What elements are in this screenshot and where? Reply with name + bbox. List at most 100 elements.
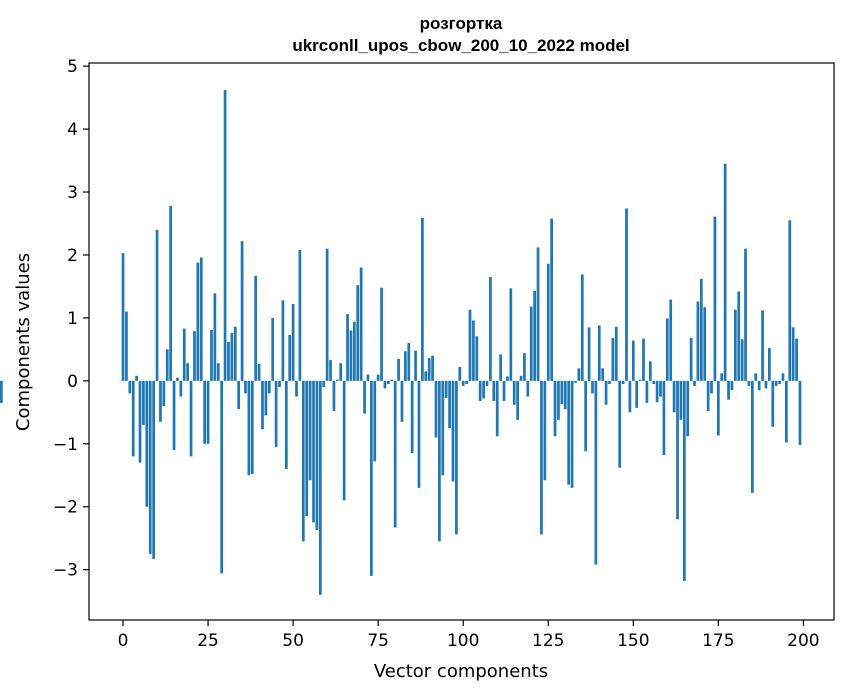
bar-48 xyxy=(284,380,288,469)
bar-116 xyxy=(516,380,519,420)
bar-6 xyxy=(142,380,145,425)
bar-29 xyxy=(220,380,224,574)
bar-138 xyxy=(591,380,594,394)
bar-164 xyxy=(679,380,683,420)
bar-157 xyxy=(655,380,659,403)
bar-156 xyxy=(652,380,656,384)
bar-177 xyxy=(723,163,727,381)
bar-145 xyxy=(614,326,618,381)
bar-150 xyxy=(631,340,635,381)
bar-147 xyxy=(621,380,625,384)
chart-title: розгортка xyxy=(420,14,503,33)
bar-124 xyxy=(543,380,547,481)
bar-70 xyxy=(359,267,363,381)
bar-136 xyxy=(584,380,588,452)
bar-111 xyxy=(499,354,502,381)
bar-82 xyxy=(400,380,404,422)
y-tick-label: 0 xyxy=(67,372,78,392)
bar-3 xyxy=(131,380,135,457)
bar-127 xyxy=(553,380,557,437)
bar-65 xyxy=(342,380,346,501)
bar-10 xyxy=(155,229,159,381)
bar-4 xyxy=(135,375,138,381)
bar-195 xyxy=(785,380,788,443)
bar-170 xyxy=(699,278,703,381)
bar-118 xyxy=(523,353,526,381)
y-tick-label: −2 xyxy=(53,498,78,518)
x-axis-ticks: 0 25 50 75 100 125 150 175 200 xyxy=(118,620,820,651)
bar-182 xyxy=(740,339,744,381)
bar-14 xyxy=(169,205,172,381)
bar-54 xyxy=(305,380,309,517)
bar-189 xyxy=(764,380,768,389)
bar-117 xyxy=(519,375,523,381)
bar-121 xyxy=(533,290,536,381)
y-tick-label: 3 xyxy=(67,183,78,203)
bar-146 xyxy=(618,380,622,468)
bar-7 xyxy=(145,380,149,507)
bar-88 xyxy=(421,217,424,381)
bar-97 xyxy=(451,380,455,482)
bar-103 xyxy=(472,320,475,381)
bar-84 xyxy=(407,343,411,381)
bar-15 xyxy=(172,380,176,451)
y-axis-ticks: −3 −2 −1 0 1 2 3 4 5 xyxy=(53,57,89,581)
bar-58 xyxy=(318,380,322,595)
bar-172 xyxy=(706,380,710,412)
bar-23 xyxy=(199,257,203,381)
bar-92 xyxy=(434,380,438,438)
bar-104 xyxy=(475,336,479,381)
bar-185 xyxy=(751,380,754,493)
bar-76 xyxy=(380,287,383,381)
y-tick-label: −3 xyxy=(53,561,78,581)
bar-77 xyxy=(383,380,387,389)
bar-169 xyxy=(696,301,700,381)
bar-91 xyxy=(431,355,434,381)
x-tick-label: 125 xyxy=(532,631,564,651)
y-tick-label: 5 xyxy=(67,57,78,77)
bar-194 xyxy=(781,373,785,381)
bar-137 xyxy=(587,327,591,381)
y-tick-label: 1 xyxy=(67,309,78,329)
bar-20 xyxy=(189,380,193,457)
bar-129 xyxy=(560,380,564,405)
bar-30 xyxy=(223,90,227,381)
chart-subtitle: ukrconll_upos_cbow_200_10_2022 model xyxy=(292,36,629,55)
bar-151 xyxy=(635,380,639,408)
bar-96 xyxy=(448,380,451,429)
bar-46 xyxy=(278,380,281,388)
bar-74 xyxy=(373,380,377,462)
bar-105 xyxy=(478,380,482,401)
bar-159 xyxy=(662,380,666,456)
bar-132 xyxy=(570,380,574,488)
bar-18 xyxy=(182,328,186,381)
bar-47 xyxy=(281,300,285,381)
bar-131 xyxy=(567,380,571,485)
bar-196 xyxy=(788,220,792,381)
bar-68 xyxy=(352,321,356,381)
bar-36 xyxy=(244,380,247,394)
bar-143 xyxy=(608,380,611,384)
bar-43 xyxy=(267,380,271,394)
bar-60 xyxy=(325,248,329,381)
x-axis-label: Vector components xyxy=(374,661,548,682)
bar-37 xyxy=(247,380,251,476)
bar-141 xyxy=(601,368,605,381)
bar-22 xyxy=(196,262,200,381)
x-tick-label: 200 xyxy=(787,631,819,651)
bar-101 xyxy=(465,380,468,384)
bar-198 xyxy=(795,338,798,381)
bar-57 xyxy=(315,380,319,530)
bar-12 xyxy=(162,380,166,407)
bar-191 xyxy=(771,380,775,427)
bar-167 xyxy=(689,338,693,381)
bar-73 xyxy=(369,380,373,576)
bar-139 xyxy=(594,380,598,565)
bar-174 xyxy=(713,216,717,381)
bar-71 xyxy=(363,380,366,414)
bar-42 xyxy=(264,380,268,416)
bar-undefined xyxy=(0,380,3,403)
bar-192 xyxy=(774,380,778,386)
bar-149 xyxy=(628,380,632,413)
y-tick-label: 4 xyxy=(67,120,78,140)
